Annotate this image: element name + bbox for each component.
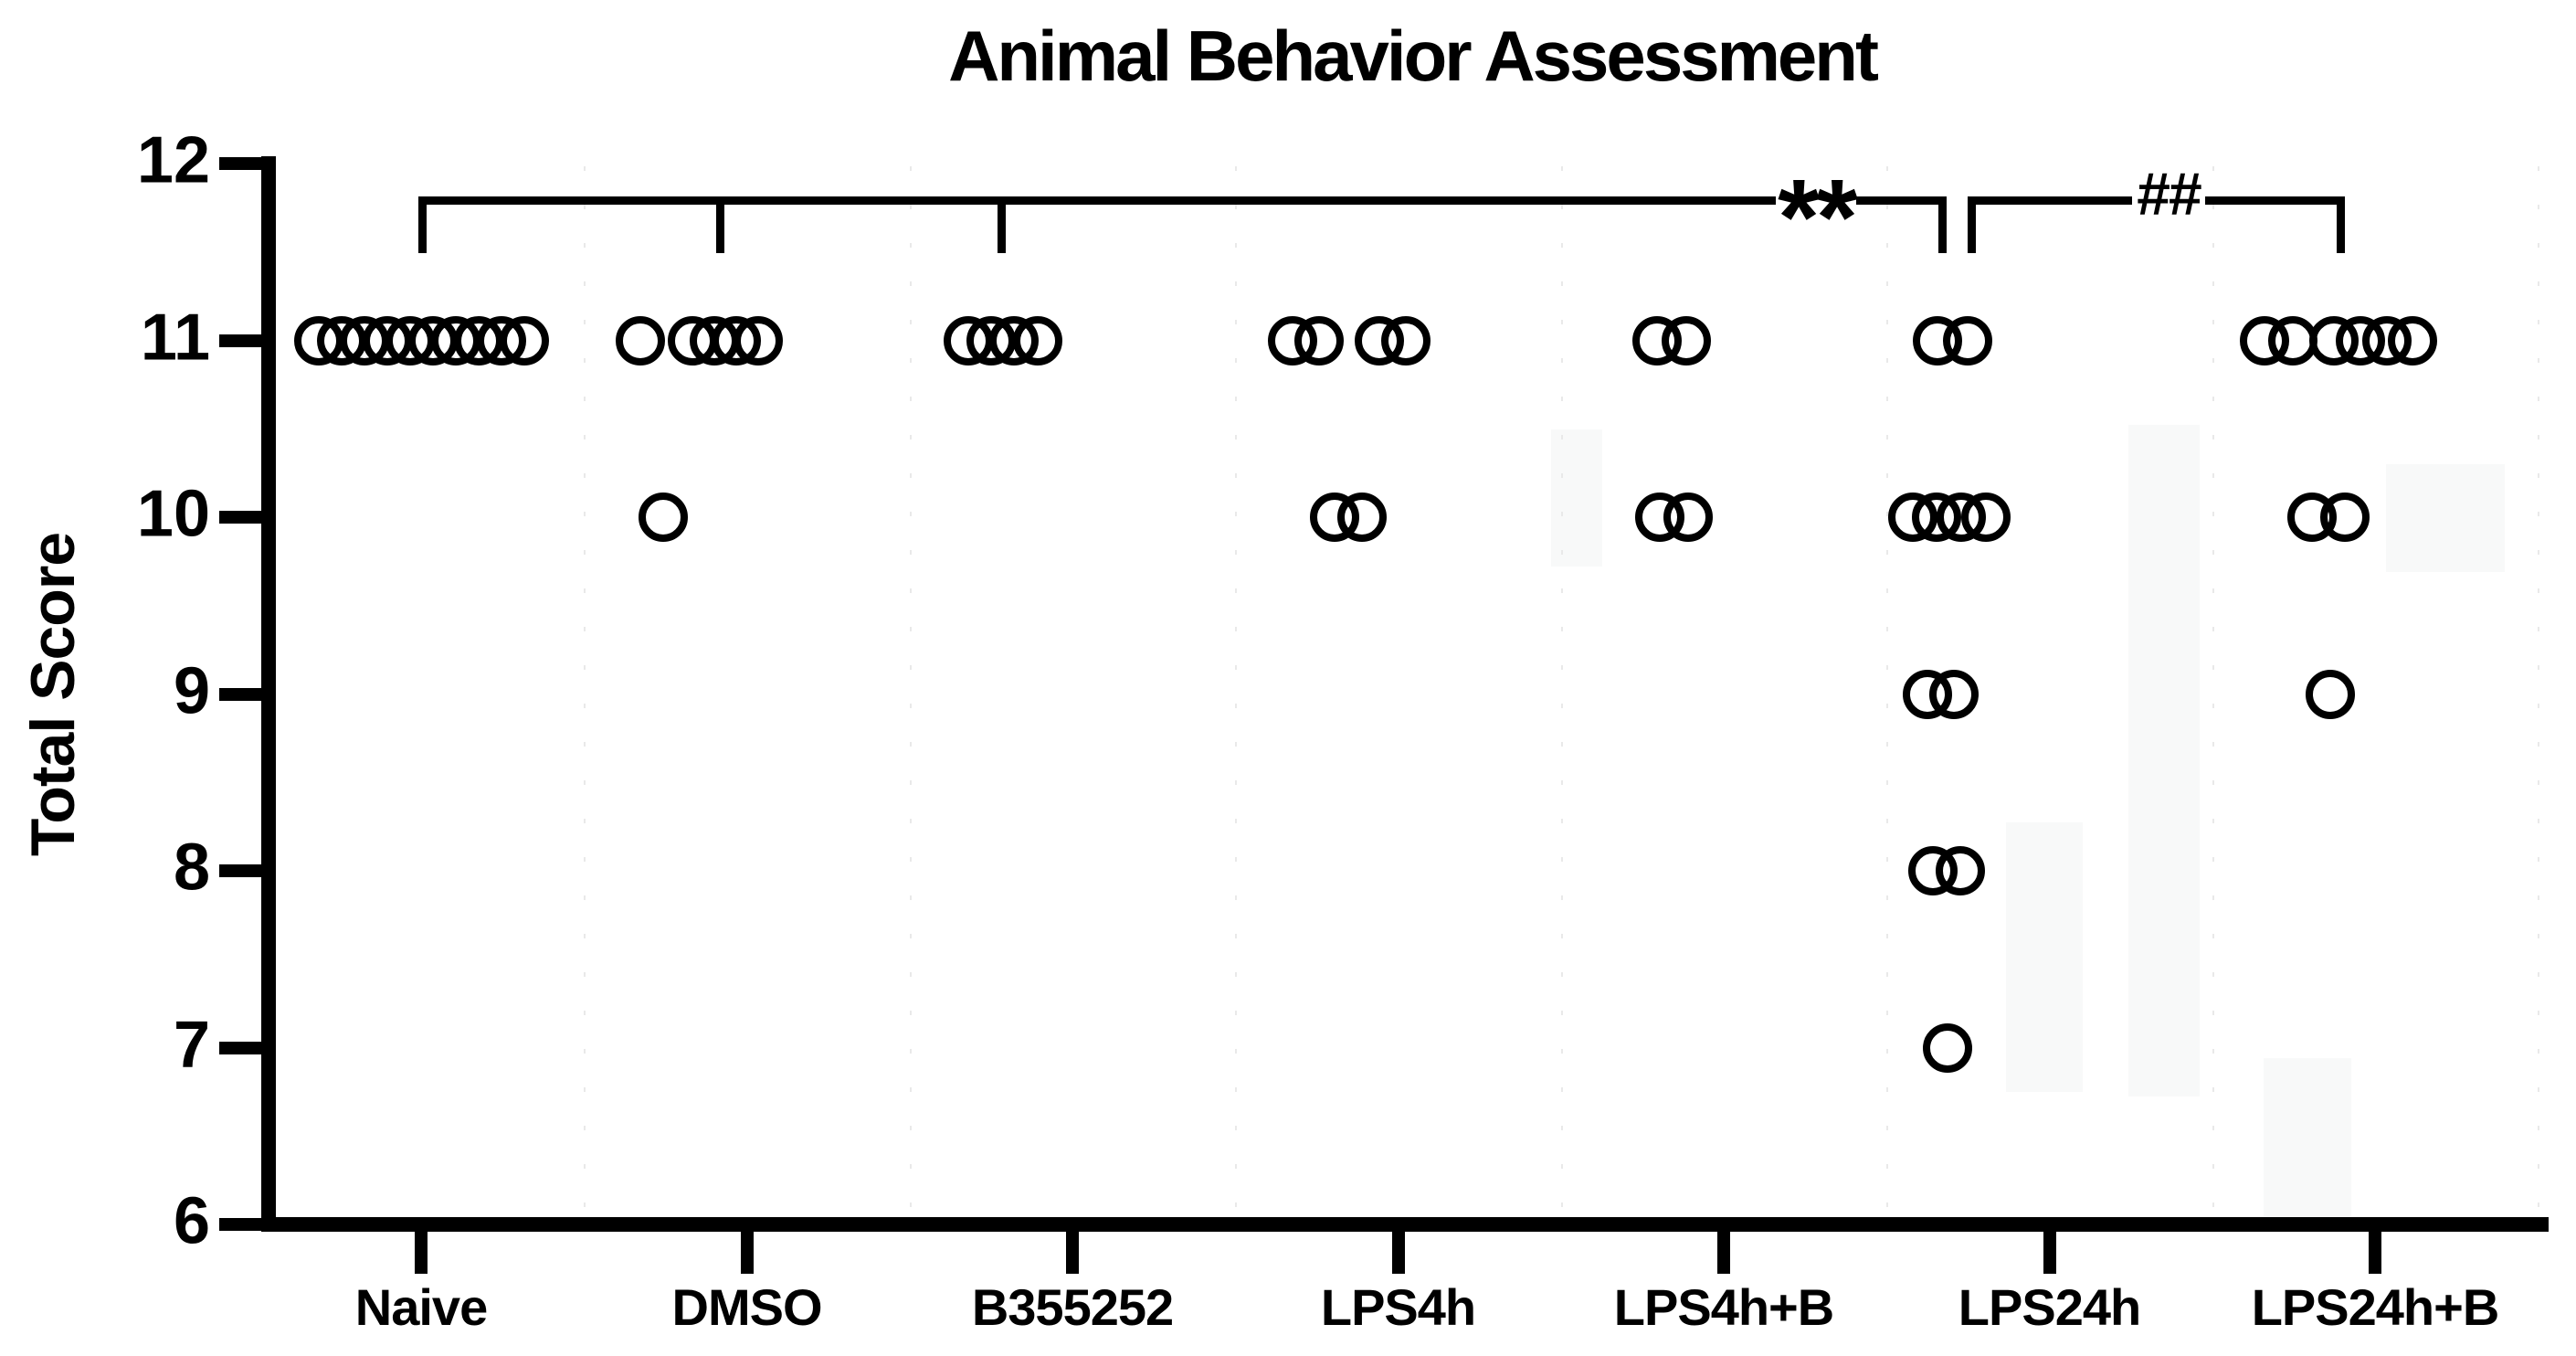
significance-bracket-line [422,196,1776,205]
background-artifact [1551,429,1602,567]
x-tick-label-lps4h-b: LPS4h+B [1613,1278,1834,1336]
y-axis-tick [219,157,261,170]
y-axis-tick [219,864,261,877]
significance-bracket-tick [998,196,1006,253]
x-axis-tick [1066,1232,1079,1274]
significance-bracket-tick [2337,196,2345,253]
data-point-circle [638,493,688,542]
group-separator-dashed-line [1560,166,1563,1217]
significance-bracket-tick [1968,196,1976,253]
group-separator-dashed-line [909,166,912,1217]
x-tick-label-lps24h-b: LPS24h+B [2251,1278,2500,1336]
chart-title: Animal Behavior Assessment [948,16,1879,96]
data-point-circle [2388,315,2437,365]
y-axis-tick [219,511,261,524]
group-separator-dashed-line [584,166,586,1217]
y-tick-label: 12 [136,123,210,197]
x-axis-tick [1717,1232,1730,1274]
y-axis-tick [219,1041,261,1054]
y-axis-line [261,156,276,1232]
x-axis-tick [2369,1232,2381,1274]
data-point-circle [1380,315,1431,365]
x-axis-tick [740,1232,754,1274]
data-point-circle [1960,493,2011,542]
group-separator-dashed-line [2212,166,2214,1217]
significance-bracket-line [1856,196,1942,205]
y-tick-label: 11 [140,301,210,375]
significance-bracket-tick [418,196,427,253]
background-artifact [2128,425,2200,1096]
x-tick-label-b355252: B355252 [971,1278,1174,1336]
data-point-circle [615,315,665,365]
x-axis-tick [2043,1232,2056,1274]
y-tick-label: 10 [136,477,210,551]
group-separator-dashed-line [1235,166,1238,1217]
y-axis-tick [219,687,261,701]
data-point-circle [1922,1022,1972,1073]
x-axis-tick [1391,1232,1405,1274]
background-artifact [2006,822,2083,1092]
significance-bracket-tick [716,196,724,253]
y-tick-label: 8 [173,831,210,905]
data-point-circle [1663,493,1713,542]
data-point-circle [1293,315,1344,365]
background-artifact [2264,1058,2351,1218]
data-point-circle [1013,315,1062,365]
significance-label-asterisk: ** [1778,157,1858,278]
y-tick-label: 9 [173,654,210,728]
data-point-circle [1935,846,1985,895]
significance-bracket-tick [1938,196,1947,253]
data-point-circle [1336,493,1387,542]
data-point-circle [2320,493,2370,542]
x-axis-tick [415,1232,428,1274]
data-point-circle [1662,315,1711,365]
x-tick-label-dmso: DMSO [671,1278,823,1336]
x-axis-line [261,1217,2549,1232]
y-axis-tick [219,1218,261,1231]
y-tick-label: 6 [173,1184,210,1258]
background-artifact [2386,464,2505,572]
significance-bracket-line [1971,196,2132,205]
group-separator-dashed-line [1886,166,1889,1217]
data-point-circle [1928,669,1979,719]
data-point-circle [1942,315,1992,365]
data-point-circle [733,315,783,365]
significance-bracket-line [2205,196,2340,205]
x-tick-label-lps24h: LPS24h [1958,1278,2141,1336]
data-point-circle [2306,669,2355,719]
y-axis-tick [219,334,261,347]
x-tick-label-naive: Naive [354,1278,488,1336]
data-point-circle [500,315,549,365]
x-tick-label-lps4h: LPS4h [1320,1278,1476,1336]
y-tick-label: 7 [173,1008,210,1082]
group-separator-dashed-line [2538,166,2539,1217]
significance-label-hash: ## [2137,160,2201,228]
